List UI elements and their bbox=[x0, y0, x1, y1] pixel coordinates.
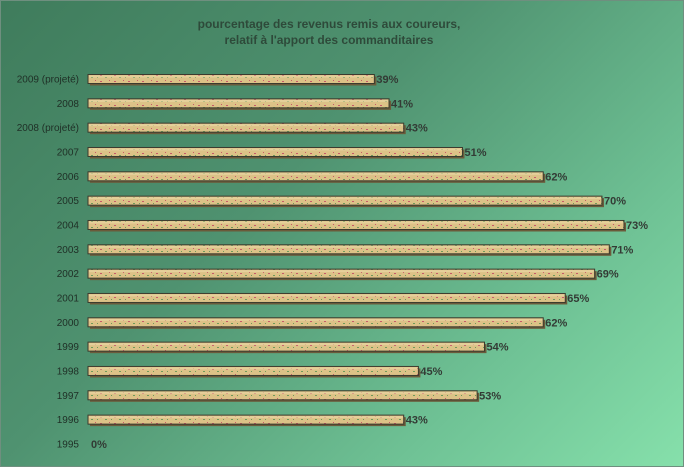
bar-highlight bbox=[89, 197, 601, 200]
bar bbox=[87, 390, 478, 401]
bar-highlight bbox=[89, 343, 484, 346]
value-label: 41% bbox=[391, 98, 413, 110]
bars-group: 2009 (projeté) 39% 2008 41% 2008 (projeté) 43… bbox=[17, 74, 648, 451]
category-label: 2000 bbox=[57, 318, 80, 329]
value-label: 0% bbox=[91, 439, 107, 451]
value-label: 62% bbox=[545, 317, 567, 329]
value-label: 70% bbox=[604, 196, 626, 208]
bar-highlight bbox=[89, 245, 609, 248]
chart-title: pourcentage des revenus remis aux coureu… bbox=[198, 17, 461, 31]
value-label: 43% bbox=[406, 123, 428, 135]
bar bbox=[87, 244, 610, 255]
category-label: 2001 bbox=[57, 293, 80, 304]
bar bbox=[87, 146, 463, 157]
bar bbox=[87, 74, 375, 84]
bar bbox=[87, 122, 405, 133]
category-label: 1995 bbox=[57, 439, 80, 450]
category-label: 2008 bbox=[57, 99, 80, 110]
bar bbox=[87, 317, 544, 328]
category-label: 1996 bbox=[57, 415, 80, 426]
bar bbox=[87, 414, 405, 425]
category-label: 2009 (projeté) bbox=[17, 75, 79, 86]
value-label: 69% bbox=[597, 269, 619, 281]
bar bbox=[87, 268, 596, 279]
bar bbox=[87, 171, 544, 182]
value-label: 53% bbox=[479, 390, 501, 402]
bar-highlight bbox=[89, 75, 374, 78]
category-label: 2002 bbox=[57, 269, 80, 280]
category-label: 2003 bbox=[57, 245, 80, 256]
value-label: 65% bbox=[567, 293, 589, 305]
bar bbox=[87, 98, 390, 109]
bar bbox=[87, 195, 603, 206]
bar-highlight bbox=[89, 270, 594, 273]
bar-highlight bbox=[89, 221, 623, 224]
category-label: 2005 bbox=[57, 196, 80, 207]
bar-highlight bbox=[89, 367, 418, 370]
bar-highlight bbox=[89, 318, 543, 321]
value-label: 51% bbox=[464, 147, 486, 159]
bar bbox=[87, 292, 566, 303]
bar-highlight bbox=[89, 416, 403, 419]
bar bbox=[87, 341, 485, 352]
value-label: 39% bbox=[376, 74, 398, 86]
value-label: 73% bbox=[626, 220, 648, 232]
bar-highlight bbox=[89, 124, 403, 127]
value-label: 45% bbox=[420, 366, 442, 378]
value-label: 71% bbox=[611, 244, 633, 256]
bar-highlight bbox=[89, 294, 565, 297]
bar-highlight bbox=[89, 99, 389, 102]
bar-highlight bbox=[89, 172, 543, 175]
category-label: 2004 bbox=[57, 220, 80, 231]
value-label: 62% bbox=[545, 171, 567, 183]
value-label: 54% bbox=[486, 342, 508, 354]
category-label: 1997 bbox=[57, 391, 80, 402]
bar-highlight bbox=[89, 391, 477, 394]
category-label: 2008 (projeté) bbox=[17, 123, 79, 134]
chart-subtitle: relatif à l'apport des commanditaires bbox=[225, 33, 434, 47]
category-label: 2006 bbox=[57, 172, 80, 183]
bar-highlight bbox=[89, 148, 462, 151]
category-label: 2007 bbox=[57, 147, 80, 158]
value-label: 43% bbox=[406, 415, 428, 427]
category-label: 1998 bbox=[57, 366, 80, 377]
bar bbox=[87, 365, 419, 376]
category-label: 1999 bbox=[57, 342, 80, 353]
bar bbox=[87, 219, 625, 230]
